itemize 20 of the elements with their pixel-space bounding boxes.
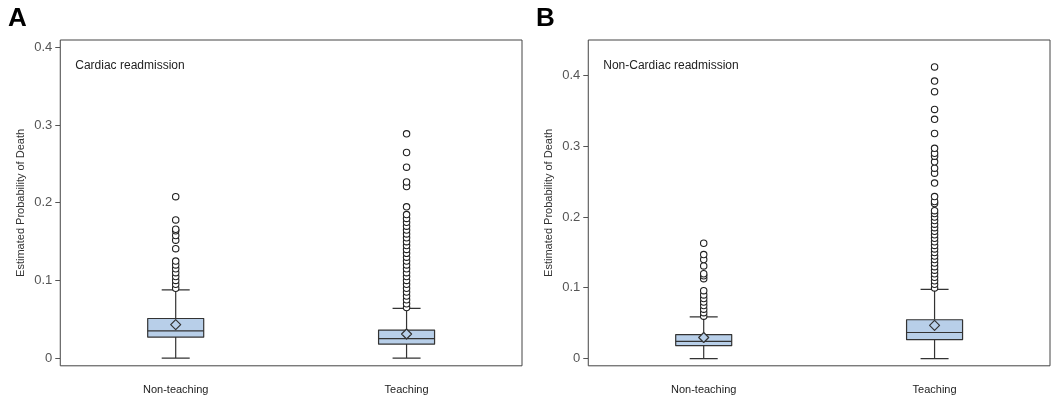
y-tick-label: 0.4: [562, 66, 581, 82]
y-tick-label: 0.1: [34, 272, 53, 288]
y-tick-label: 0.2: [562, 208, 581, 224]
y-tick-label: 0.1: [562, 279, 581, 295]
x-tick-label: Non-teaching: [142, 383, 209, 396]
y-axis-title: Estimated Probability of Death: [541, 128, 554, 277]
y-tick-label: 0: [45, 349, 53, 365]
y-tick-label: 0.4: [34, 39, 53, 55]
x-tick-label: Teaching: [912, 383, 957, 396]
x-tick-label: Teaching: [384, 383, 429, 396]
y-tick-label: 0.2: [34, 194, 53, 210]
y-axis-title: Estimated Probability of Death: [13, 128, 26, 277]
text: B: [536, 2, 555, 33]
text: Cardiac readmission: [75, 58, 185, 73]
y-tick-label: 0.3: [562, 137, 581, 153]
y-tick-label: 0.3: [34, 116, 53, 132]
x-tick-label: Non-teaching: [670, 383, 737, 396]
text: Non-Cardiac readmission: [603, 58, 739, 73]
text: A: [8, 2, 27, 33]
y-tick-label: 0: [573, 350, 581, 366]
